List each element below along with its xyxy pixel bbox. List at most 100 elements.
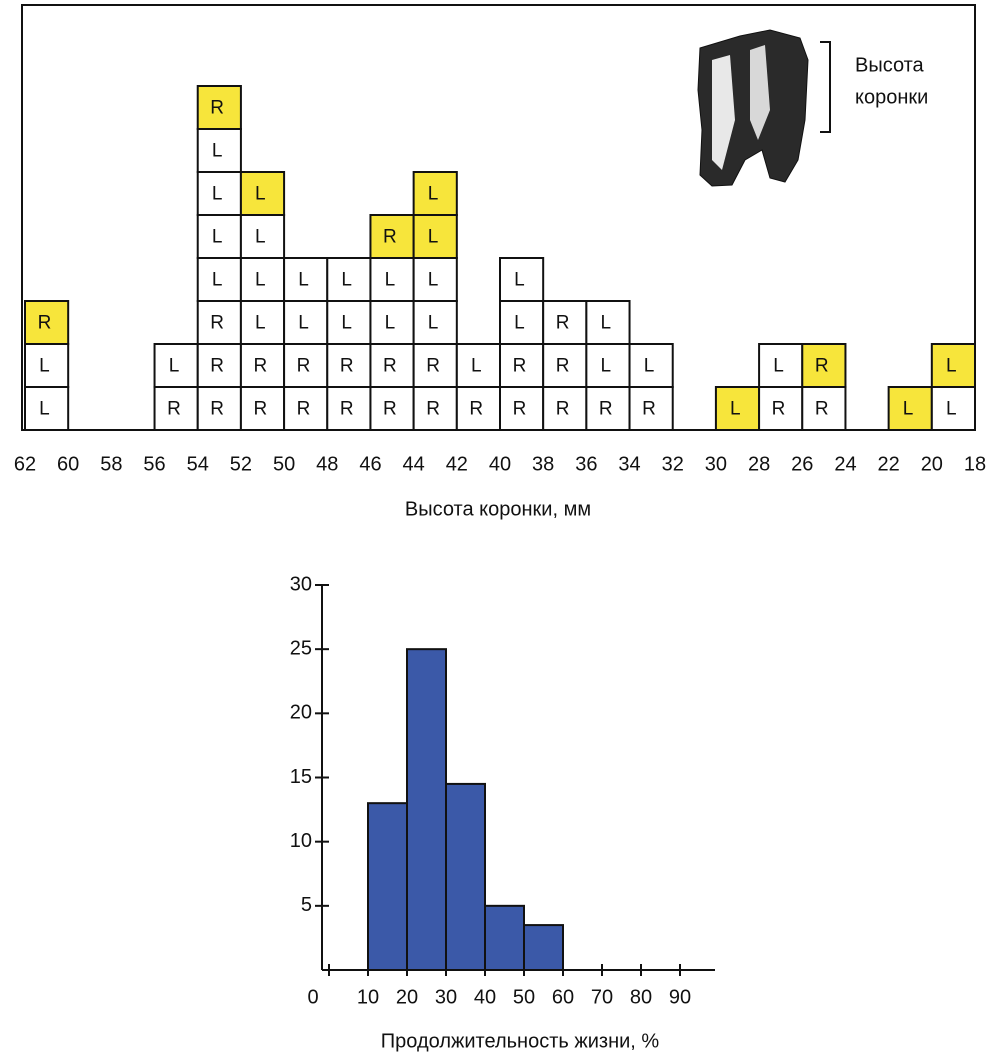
tile-letter: R bbox=[815, 356, 829, 377]
tile-letter: L bbox=[212, 184, 223, 205]
tile-letter: L bbox=[255, 184, 266, 205]
tile-letter: L bbox=[946, 399, 957, 420]
tooth-drawing bbox=[698, 30, 808, 186]
tile-letter: L bbox=[255, 227, 266, 248]
tile-letter: R bbox=[599, 399, 613, 420]
x-tick-label: 44 bbox=[403, 453, 425, 475]
x-tick-label: 70 bbox=[591, 986, 613, 1008]
tile-letter: R bbox=[383, 227, 397, 248]
x-tick-label: 50 bbox=[273, 453, 295, 475]
tile-letter: L bbox=[212, 270, 223, 291]
bar bbox=[368, 803, 407, 970]
figure: Высота коронки Высота коронки, мм Продол… bbox=[0, 0, 996, 1057]
tile-letter: L bbox=[428, 227, 439, 248]
x-tick-label: 32 bbox=[662, 453, 684, 475]
tile-letter: L bbox=[601, 313, 612, 334]
tile-letter: R bbox=[556, 399, 570, 420]
tile-letter: L bbox=[341, 313, 352, 334]
tile-letter: L bbox=[514, 313, 525, 334]
x-tick-label: 46 bbox=[359, 453, 381, 475]
tile-letter: L bbox=[39, 356, 50, 377]
tile-letter: L bbox=[601, 356, 612, 377]
bracket bbox=[820, 42, 830, 132]
x-tick-label: 24 bbox=[834, 453, 856, 475]
x-tick-label: 40 bbox=[489, 453, 511, 475]
tile-letter: L bbox=[298, 270, 309, 291]
tile-letter: R bbox=[426, 356, 440, 377]
x-tick-label: 90 bbox=[669, 986, 691, 1008]
tile-letter: L bbox=[428, 270, 439, 291]
x-tick-label: 80 bbox=[630, 986, 652, 1008]
x-axis-label: Продолжительность жизни, % bbox=[381, 1030, 660, 1052]
tile-letter: L bbox=[39, 399, 50, 420]
x-tick-label: 30 bbox=[435, 986, 457, 1008]
x-tick-label: 54 bbox=[187, 453, 209, 475]
x-tick-label: 60 bbox=[552, 986, 574, 1008]
tile-letter: R bbox=[297, 356, 311, 377]
tile-letter: R bbox=[556, 313, 570, 334]
bar bbox=[524, 925, 563, 970]
tile-letter: L bbox=[903, 399, 914, 420]
tile-letter: R bbox=[772, 399, 786, 420]
x-tick-label: 48 bbox=[316, 453, 338, 475]
x-tick-label: 56 bbox=[143, 453, 165, 475]
y-tick-label: 15 bbox=[290, 766, 312, 788]
tile-letter: L bbox=[428, 313, 439, 334]
tile-letter: R bbox=[210, 98, 224, 119]
bar bbox=[485, 906, 524, 970]
tile-letter: L bbox=[385, 313, 396, 334]
y-tick-label: 10 bbox=[290, 830, 312, 852]
x-axis-label: Высота коронки, мм bbox=[405, 498, 591, 520]
tile-letter: R bbox=[556, 356, 570, 377]
bar bbox=[407, 649, 446, 970]
tile-letter: L bbox=[212, 141, 223, 162]
y-tick-label: 30 bbox=[290, 573, 312, 595]
tile-letter: L bbox=[428, 184, 439, 205]
x-tick-label: 0 bbox=[307, 986, 318, 1008]
x-tick-label: 50 bbox=[513, 986, 535, 1008]
tile-letter: R bbox=[642, 399, 656, 420]
y-tick-label: 5 bbox=[301, 894, 312, 916]
tile-letter: L bbox=[255, 270, 266, 291]
bar bbox=[446, 784, 485, 970]
tile-letter: R bbox=[297, 399, 311, 420]
tile-letter: R bbox=[210, 399, 224, 420]
tile-letter: R bbox=[253, 356, 267, 377]
x-tick-label: 36 bbox=[575, 453, 597, 475]
tile-letter: L bbox=[212, 227, 223, 248]
x-tick-label: 38 bbox=[532, 453, 554, 475]
tile-letter: R bbox=[210, 356, 224, 377]
x-tick-label: 20 bbox=[921, 453, 943, 475]
tile-letter: L bbox=[255, 313, 266, 334]
x-tick-label: 10 bbox=[357, 986, 379, 1008]
tile-letter: R bbox=[469, 399, 483, 420]
tile-letter: R bbox=[815, 399, 829, 420]
x-tick-label: 26 bbox=[791, 453, 813, 475]
tile-letter: L bbox=[169, 356, 180, 377]
tile-letter: R bbox=[513, 356, 527, 377]
x-tick-label: 42 bbox=[446, 453, 468, 475]
annotation: коронки bbox=[855, 86, 928, 108]
y-tick-label: 20 bbox=[290, 702, 312, 724]
tile-letter: L bbox=[946, 356, 957, 377]
x-tick-label: 20 bbox=[396, 986, 418, 1008]
annotation: Высота bbox=[855, 54, 925, 76]
tile-letter: R bbox=[426, 399, 440, 420]
y-tick-label: 25 bbox=[290, 637, 312, 659]
x-tick-label: 40 bbox=[474, 986, 496, 1008]
x-tick-label: 52 bbox=[230, 453, 252, 475]
tile-letter: R bbox=[38, 313, 52, 334]
x-tick-label: 58 bbox=[100, 453, 122, 475]
tile-letter: R bbox=[383, 356, 397, 377]
tile-letter: L bbox=[471, 356, 482, 377]
tile-letter: L bbox=[644, 356, 655, 377]
x-tick-label: 30 bbox=[705, 453, 727, 475]
tile-letter: R bbox=[210, 313, 224, 334]
tile-letter: L bbox=[730, 399, 741, 420]
tile-letter: L bbox=[773, 356, 784, 377]
x-tick-label: 62 bbox=[14, 453, 36, 475]
x-tick-label: 60 bbox=[57, 453, 79, 475]
x-tick-label: 34 bbox=[618, 453, 640, 475]
x-tick-label: 18 bbox=[964, 453, 986, 475]
tile-letter: R bbox=[513, 399, 527, 420]
